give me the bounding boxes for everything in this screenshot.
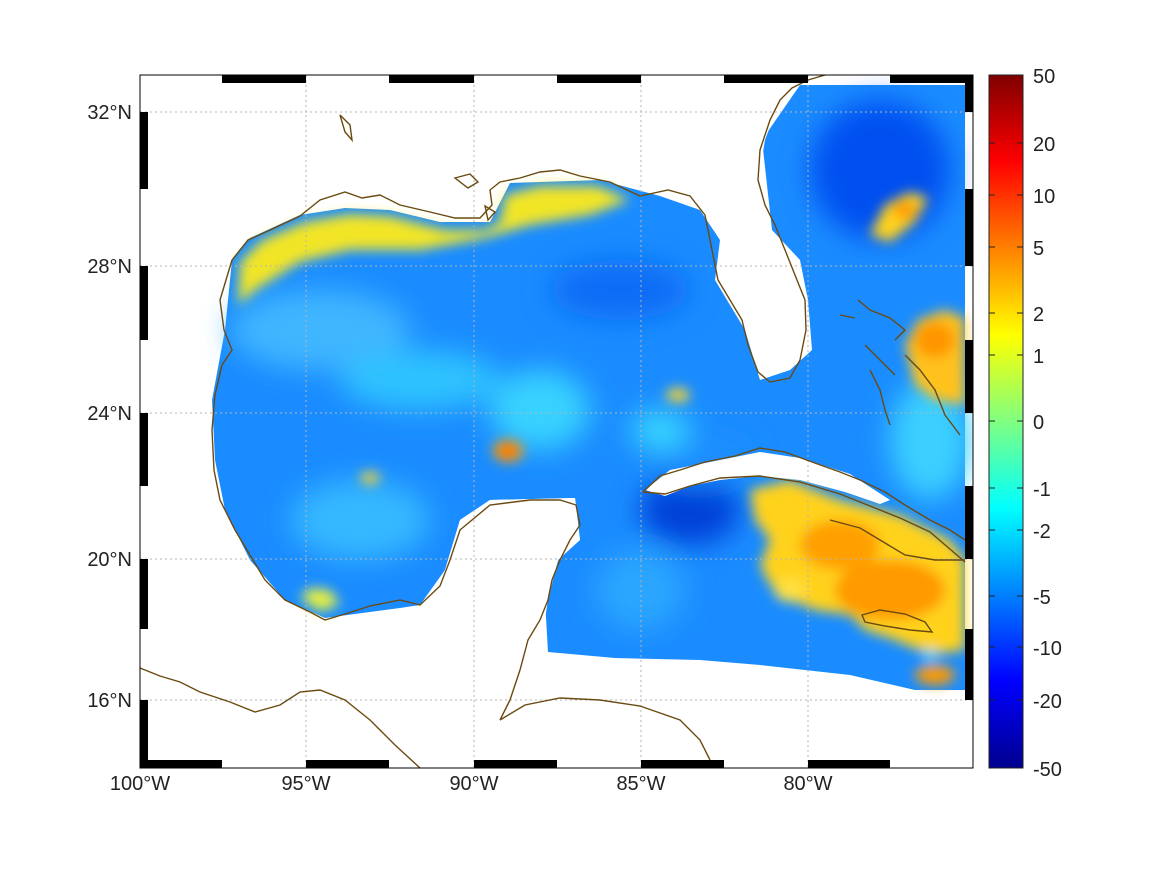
colorbar-label: 10 (1033, 186, 1055, 208)
coast-central-america (499, 697, 711, 761)
lat-labels: 32°N 28°N 24°N 20°N 16°N (87, 102, 132, 712)
colorbar-label: 1 (1033, 346, 1044, 368)
map-frame (139, 74, 974, 769)
colorbar-label: -20 (1033, 691, 1062, 713)
coast-bahamas (839, 299, 961, 436)
lon-labels: 100°W 95°W 90°W 85°W 80°W (110, 773, 833, 795)
coast-florida-east (757, 75, 826, 383)
data-field (212, 85, 970, 690)
colorbar-label: 0 (1033, 412, 1044, 434)
colorbar-label: -5 (1033, 587, 1051, 609)
land-masks (420, 75, 890, 720)
colorbar-label: -10 (1033, 638, 1062, 660)
lat-tick-label: 24°N (87, 403, 132, 425)
land-yucatan (420, 498, 580, 720)
land-florida (670, 75, 800, 372)
coast-cuba (642, 447, 966, 563)
colorbar-label: 20 (1033, 134, 1055, 156)
grid (140, 75, 973, 768)
lat-tick-label: 20°N (87, 549, 132, 571)
land-cuba (645, 452, 890, 504)
colorbar-ticks (989, 142, 1023, 701)
lon-tick-label: 100°W (110, 773, 170, 795)
lat-tick-label: 28°N (87, 256, 132, 278)
coast-islands-louisiana (339, 114, 497, 222)
colorbar-label: -1 (1033, 479, 1051, 501)
colorbar-labels: 50 20 10 5 2 1 0 -1 -2 -5 -10 -20 -50 (1033, 66, 1062, 781)
colorbar-label: 2 (1033, 304, 1044, 326)
coast-texas-mexico (211, 259, 581, 721)
colorbar-label: 50 (1033, 66, 1055, 88)
lon-tick-label: 95°W (281, 773, 330, 795)
coast-hispaniola (829, 519, 965, 561)
colorbar-label: -50 (1033, 759, 1062, 781)
colorbar-label: 5 (1033, 238, 1044, 260)
colorbar-label: -2 (1033, 521, 1051, 543)
colorbar: 50 20 10 5 2 1 0 -1 -2 -5 -10 -20 -50 (988, 66, 1062, 781)
lat-tick-label: 16°N (87, 690, 132, 712)
coast-jamaica (861, 609, 934, 633)
lon-tick-label: 80°W (783, 773, 832, 795)
lon-tick-label: 90°W (449, 773, 498, 795)
coast-pacific (140, 667, 421, 768)
coast-gulf-north (231, 169, 771, 383)
lat-tick-label: 32°N (87, 102, 132, 124)
lon-tick-label: 85°W (616, 773, 665, 795)
coastlines (140, 75, 966, 768)
